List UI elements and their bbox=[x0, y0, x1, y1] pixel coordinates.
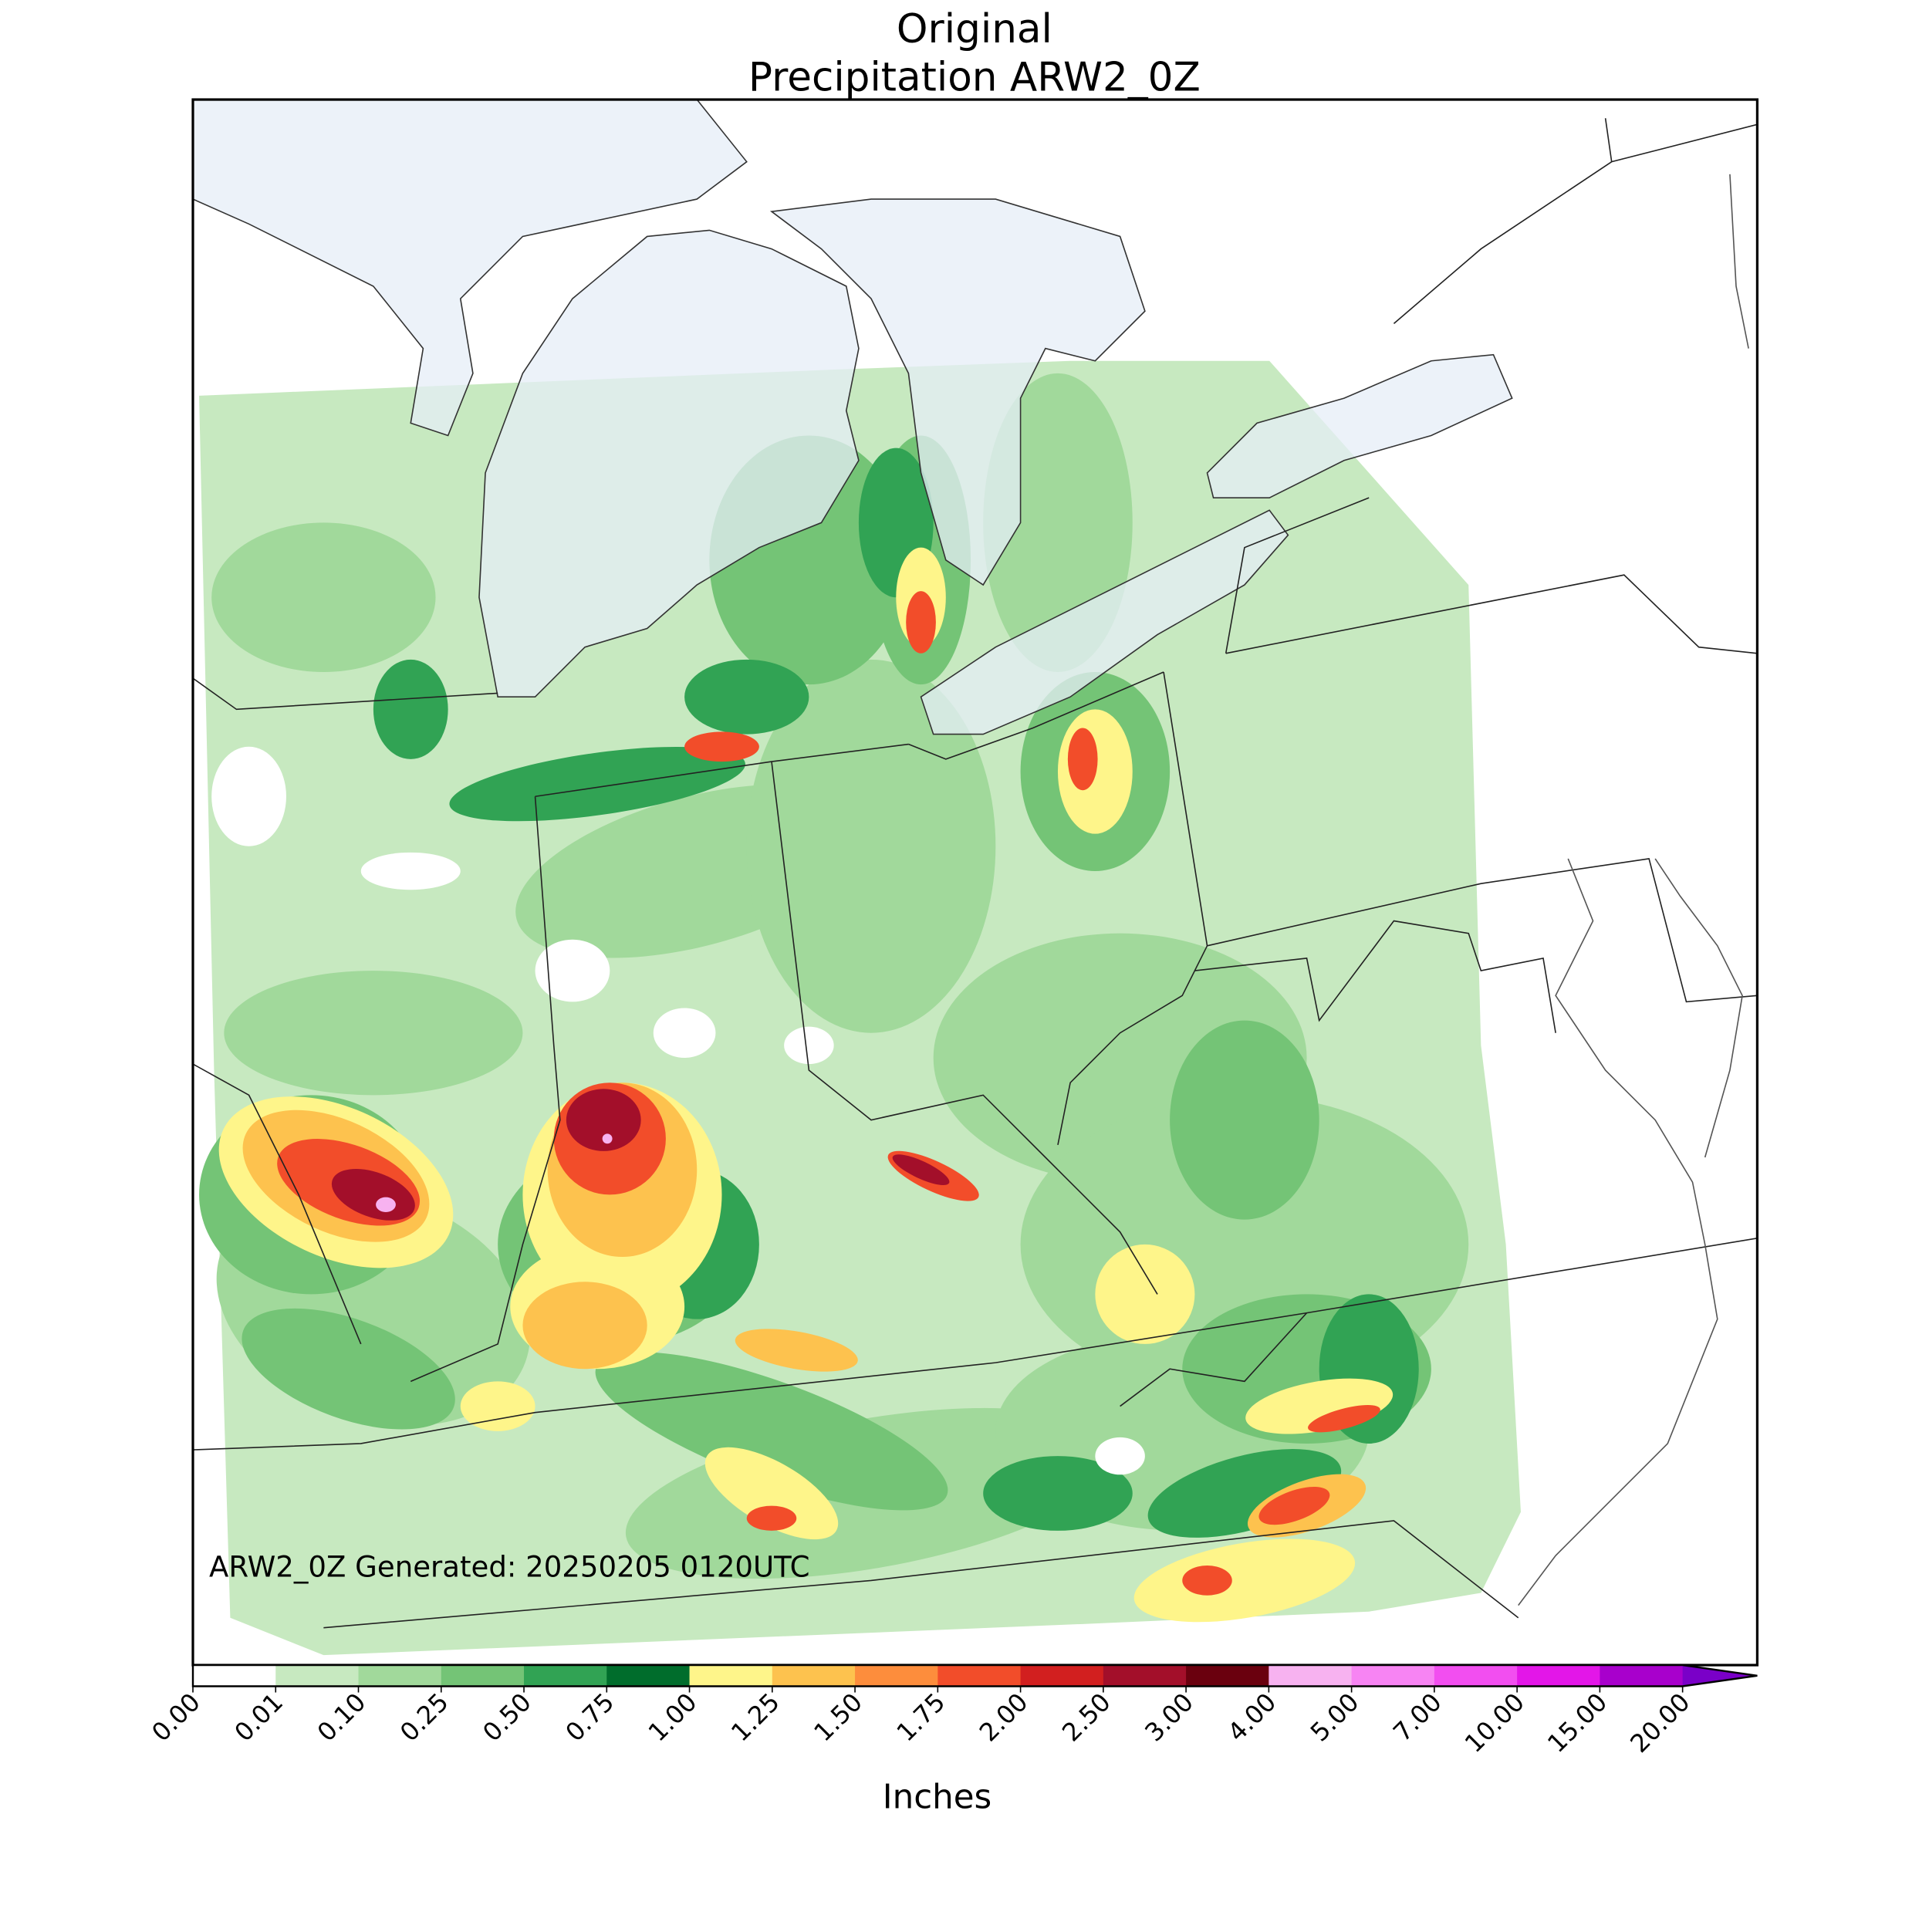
precip-patch bbox=[1170, 1020, 1319, 1220]
precip-patch bbox=[746, 659, 996, 1033]
precip-patch bbox=[653, 1008, 716, 1058]
title-line: Precipitation ARW2_0Z bbox=[748, 55, 1201, 101]
precip-patch bbox=[746, 1505, 797, 1531]
colorbar-label: Inches bbox=[883, 1778, 992, 1817]
precip-patch bbox=[906, 591, 936, 654]
colorbar: 0.00 0.01 0.10 0.25 0.50 0.75 1.00 1.25 1.50 1.75… bbox=[146, 1663, 1758, 1758]
precip-patch bbox=[1133, 1539, 1356, 1623]
precip-patch bbox=[1095, 1437, 1145, 1475]
map bbox=[192, 100, 1758, 1666]
lakes bbox=[192, 100, 1513, 735]
colorbar-bin bbox=[689, 1665, 773, 1687]
colorbar-bin bbox=[1269, 1665, 1353, 1687]
precip-patch bbox=[460, 1381, 535, 1431]
precip-patch bbox=[373, 659, 448, 759]
precip-patch bbox=[892, 1154, 950, 1186]
precip-patch bbox=[1182, 1566, 1232, 1596]
colorbar-bin bbox=[441, 1665, 525, 1687]
precip-patch bbox=[1258, 1487, 1330, 1525]
colorbar-tick-label: 5.00 bbox=[1305, 1687, 1365, 1748]
state-borders bbox=[192, 118, 1758, 1629]
precip-patch bbox=[704, 1447, 839, 1540]
precip-patch bbox=[684, 659, 809, 735]
precip-patch bbox=[242, 1308, 455, 1430]
colorbar-outline bbox=[191, 1663, 1758, 1687]
precip-patch bbox=[211, 522, 436, 672]
colorbar-bin bbox=[358, 1665, 442, 1687]
colorbar-bin bbox=[1517, 1665, 1601, 1687]
precip-patch bbox=[684, 731, 759, 762]
colorbar-tick-label: 15.00 bbox=[1542, 1687, 1613, 1758]
colorbar-tick-label: 2.50 bbox=[1056, 1687, 1117, 1748]
colorbar-bin bbox=[1186, 1665, 1270, 1687]
precip-patch bbox=[376, 1197, 396, 1212]
precip-patch bbox=[1067, 728, 1098, 791]
precip-patch bbox=[566, 1089, 641, 1151]
colorbar-bin bbox=[275, 1665, 360, 1687]
colorbar-bin bbox=[1351, 1665, 1435, 1687]
precip-patch bbox=[535, 939, 610, 1002]
colorbar-tick-label: 1.25 bbox=[725, 1687, 785, 1748]
colorbar-tick-label: 1.75 bbox=[891, 1687, 951, 1748]
colorbar-bin bbox=[1103, 1665, 1187, 1687]
colorbar-bin bbox=[606, 1665, 691, 1687]
coastlines bbox=[1518, 174, 1749, 1606]
colorbar-tick-label: 10.00 bbox=[1459, 1687, 1530, 1758]
colorbar-tick-label: 1.50 bbox=[808, 1687, 868, 1748]
colorbar-tick-label: 4.00 bbox=[1222, 1687, 1282, 1748]
colorbar-bin bbox=[1600, 1665, 1684, 1687]
colorbar-tick-label: 0.25 bbox=[394, 1687, 454, 1748]
precip-patch bbox=[522, 1282, 647, 1370]
title-line: Original bbox=[897, 6, 1052, 52]
colorbar-tick-label: 1.00 bbox=[643, 1687, 703, 1748]
colorbar-tick-label: 0.01 bbox=[229, 1687, 289, 1748]
colorbar-tick-label: 0.50 bbox=[477, 1687, 537, 1748]
annotation: ARW2_0Z Generated: 20250205 0120UTC bbox=[209, 1551, 810, 1584]
precip-patch bbox=[360, 852, 461, 890]
colorbar-bin bbox=[1020, 1665, 1104, 1687]
precip-patch bbox=[784, 1026, 834, 1065]
colorbar-tick-label: 0.75 bbox=[560, 1687, 620, 1748]
colorbar-extend bbox=[1682, 1665, 1758, 1687]
precip-patch bbox=[983, 1456, 1133, 1531]
colorbar-tick-label: 2.00 bbox=[974, 1687, 1034, 1748]
precip-patch bbox=[449, 746, 745, 822]
precip-patch bbox=[224, 971, 523, 1096]
precip-patch bbox=[735, 1329, 858, 1372]
colorbar-tick-label: 0.00 bbox=[146, 1687, 206, 1748]
colorbar-bin bbox=[937, 1665, 1022, 1687]
precip-patch bbox=[602, 1133, 613, 1144]
colorbar-tick-label: 3.00 bbox=[1139, 1687, 1199, 1748]
colorbar-bin bbox=[855, 1665, 939, 1687]
colorbar-tick-label: 20.00 bbox=[1624, 1687, 1695, 1758]
colorbar-bin bbox=[524, 1665, 608, 1687]
precipitation-field bbox=[199, 360, 1521, 1656]
colorbar-tick-label: 7.00 bbox=[1387, 1687, 1448, 1748]
colorbar-bin bbox=[772, 1665, 856, 1687]
colorbar-tick-label: 0.10 bbox=[312, 1687, 372, 1748]
precip-patch bbox=[1095, 1244, 1195, 1344]
precip-patch bbox=[211, 746, 286, 846]
precip-patch bbox=[1308, 1405, 1380, 1433]
precip-patch bbox=[595, 1352, 948, 1511]
colorbar-bin bbox=[1434, 1665, 1518, 1687]
colorbar-bin bbox=[193, 1665, 277, 1687]
